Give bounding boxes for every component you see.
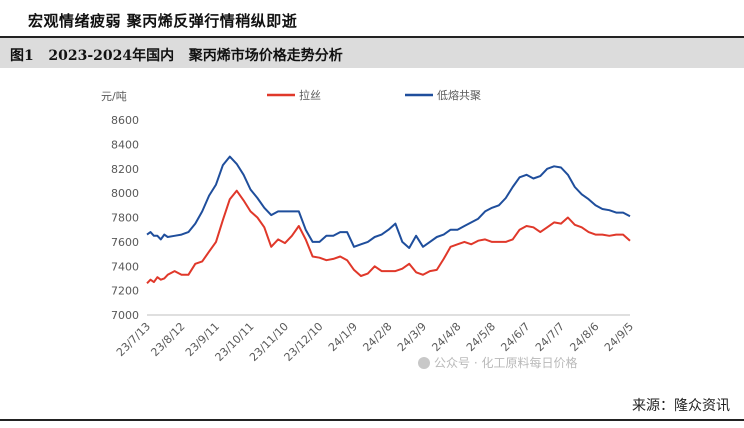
y-tick-label: 8200 bbox=[111, 163, 139, 176]
price-trend-chart: 7000 7200 7400 7600 7800 8000 8200 8400 8600 元/吨 2… bbox=[101, 88, 636, 364]
y-tick-label: 7800 bbox=[111, 212, 139, 225]
x-tick-label: 24/6/7 bbox=[498, 320, 532, 354]
series-line-1 bbox=[146, 189, 631, 284]
chart-area: 7000 7200 7400 7600 7800 8000 8200 8400 8600 元/吨 2… bbox=[95, 70, 650, 388]
x-tick-label: 24/7/7 bbox=[533, 320, 567, 354]
y-axis-label: 元/吨 bbox=[101, 90, 127, 103]
x-tick-label: 24/5/8 bbox=[464, 320, 498, 354]
x-tick-label: 24/3/9 bbox=[395, 320, 429, 354]
watermark: 公众号 · 化工原料每日价格 bbox=[418, 354, 577, 371]
x-tick-label: 24/2/8 bbox=[360, 320, 394, 354]
figure-title: 图1 2023-2024年国内 聚丙烯市场价格走势分析 bbox=[10, 48, 343, 64]
wechat-icon bbox=[418, 356, 430, 369]
y-tick-label: 8000 bbox=[111, 187, 139, 200]
x-tick-label: 24/4/8 bbox=[429, 320, 463, 354]
y-tick-label: 7000 bbox=[111, 309, 139, 322]
headline: 宏观情绪疲弱 聚丙烯反弹行情稍纵即逝 bbox=[28, 12, 298, 30]
bottom-rule bbox=[0, 419, 744, 421]
watermark-text: 公众号 · 化工原料每日价格 bbox=[434, 356, 578, 370]
y-tick-label: 7400 bbox=[111, 260, 139, 273]
y-tick-label: 7200 bbox=[111, 285, 139, 298]
x-tick-label: 24/9/5 bbox=[602, 320, 636, 354]
legend-label-2: 低熔共聚 bbox=[437, 88, 481, 102]
source-note: 来源：隆众资讯 bbox=[632, 398, 730, 414]
y-tick-label: 8400 bbox=[111, 138, 139, 151]
legend-label-1: 拉丝 bbox=[299, 88, 321, 102]
figure-title-bar: 图1 2023-2024年国内 聚丙烯市场价格走势分析 bbox=[0, 36, 744, 68]
x-tick-label: 24/8/6 bbox=[567, 320, 601, 354]
y-tick-label: 7600 bbox=[111, 236, 139, 249]
x-tick-label: 24/1/9 bbox=[326, 320, 360, 354]
series-line-2 bbox=[146, 155, 631, 249]
x-tick-label: 23/7/13 bbox=[114, 320, 153, 359]
y-tick-label: 8600 bbox=[111, 114, 139, 127]
x-tick-label: 23/8/12 bbox=[148, 320, 187, 359]
